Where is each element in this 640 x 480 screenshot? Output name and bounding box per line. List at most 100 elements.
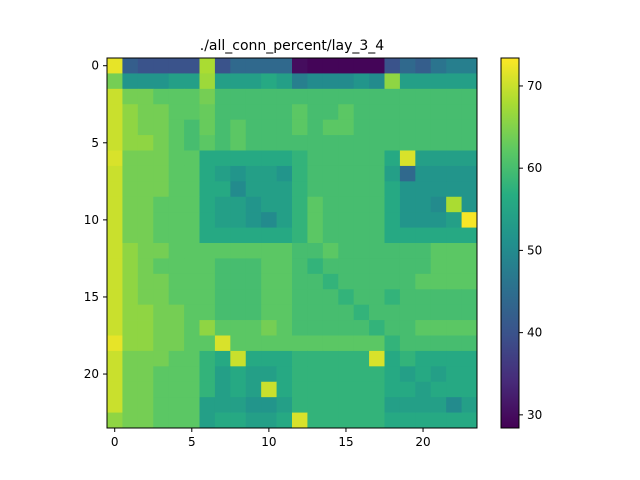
heatmap-cell	[184, 227, 200, 244]
heatmap-cell	[292, 227, 308, 244]
heatmap-cell	[137, 58, 154, 74]
heatmap-cell	[184, 104, 200, 121]
heatmap-cell	[322, 181, 339, 198]
heatmap-cell	[446, 381, 462, 398]
heatmap-cell	[384, 397, 401, 413]
heatmap-cell	[107, 258, 123, 275]
heatmap-cell	[276, 335, 293, 352]
heatmap-cell	[399, 320, 416, 336]
heatmap-cell	[384, 227, 401, 244]
heatmap-cell	[168, 104, 185, 121]
heatmap-cell	[137, 350, 154, 367]
heatmap-cell	[430, 412, 447, 429]
heatmap-cell	[369, 212, 385, 228]
chart-title: ./all_conn_percent/lay_3_4	[200, 38, 385, 54]
heatmap-cell	[153, 381, 170, 398]
heatmap-cell	[322, 104, 339, 121]
heatmap-cell	[338, 366, 355, 383]
heatmap-cell	[184, 165, 200, 182]
heatmap-cell	[122, 273, 139, 290]
heatmap-cell	[214, 243, 231, 259]
heatmap-cell	[338, 227, 355, 244]
heatmap-cell	[461, 73, 478, 90]
heatmap-cell	[261, 397, 277, 413]
heatmap-cell	[369, 335, 385, 352]
heatmap-cell	[276, 165, 293, 182]
heatmap-cell	[199, 165, 216, 182]
heatmap-cell	[415, 212, 432, 228]
heatmap-cell	[322, 73, 339, 90]
heatmap-cell	[353, 397, 370, 413]
heatmap-cell	[214, 119, 231, 136]
heatmap-cell	[276, 304, 293, 321]
heatmap-cell	[137, 73, 154, 90]
y-tick-label: 5	[91, 136, 99, 150]
heatmap-cell	[184, 366, 200, 383]
heatmap-cell	[446, 366, 462, 383]
heatmap-cell	[137, 381, 154, 398]
heatmap-cell	[168, 335, 185, 352]
heatmap-cell	[399, 397, 416, 413]
heatmap-cell	[338, 88, 355, 105]
heatmap-cell	[446, 243, 462, 259]
heatmap-cell	[353, 88, 370, 105]
heatmap-cell	[276, 289, 293, 306]
heatmap-cell	[353, 289, 370, 306]
heatmap-cell	[399, 196, 416, 213]
heatmap-cell	[384, 320, 401, 336]
heatmap-cell	[261, 181, 277, 198]
heatmap-cell	[307, 289, 324, 306]
heatmap-cell	[245, 350, 262, 367]
heatmap-cell	[338, 150, 355, 167]
heatmap-cell	[168, 350, 185, 367]
heatmap-cell	[461, 412, 478, 429]
y-tick-label: 0	[91, 59, 99, 73]
heatmap-cell	[307, 412, 324, 429]
heatmap-cell	[461, 258, 478, 275]
heatmap-cell	[446, 289, 462, 306]
heatmap-cell	[384, 412, 401, 429]
heatmap-cell	[322, 289, 339, 306]
heatmap-cell	[107, 165, 123, 182]
heatmap-cell	[276, 104, 293, 121]
heatmap-cell	[292, 196, 308, 213]
heatmap-cell	[415, 58, 432, 74]
heatmap-cell	[107, 88, 123, 105]
heatmap-cell	[153, 135, 170, 151]
heatmap-cell	[199, 397, 216, 413]
heatmap-cell	[384, 73, 401, 90]
heatmap-cell	[214, 104, 231, 121]
heatmap-cell	[214, 165, 231, 182]
heatmap-cell	[122, 196, 139, 213]
heatmap-cell	[430, 58, 447, 74]
heatmap-cell	[214, 320, 231, 336]
heatmap-cell	[107, 304, 123, 321]
heatmap-cell	[353, 320, 370, 336]
heatmap-cell	[137, 150, 154, 167]
heatmap-cell	[214, 412, 231, 429]
heatmap-cell	[230, 243, 247, 259]
heatmap-cell	[199, 350, 216, 367]
heatmap-cell	[307, 212, 324, 228]
heatmap-cell	[446, 104, 462, 121]
heatmap-cell	[430, 320, 447, 336]
heatmap-cell	[153, 397, 170, 413]
heatmap-cell	[446, 150, 462, 167]
heatmap-cell	[461, 165, 478, 182]
heatmap-cell	[353, 366, 370, 383]
heatmap-cell	[261, 88, 277, 105]
heatmap-cell	[230, 320, 247, 336]
heatmap-cell	[230, 104, 247, 121]
heatmap-cell	[107, 104, 123, 121]
heatmap-cell	[322, 273, 339, 290]
heatmap-cell	[415, 335, 432, 352]
heatmap-cell	[338, 381, 355, 398]
heatmap-cell	[322, 397, 339, 413]
heatmap-cell	[322, 381, 339, 398]
heatmap-cell	[384, 181, 401, 198]
heatmap-cell	[415, 350, 432, 367]
heatmap-cell	[199, 119, 216, 136]
heatmap-cell	[122, 227, 139, 244]
heatmap-cell	[168, 58, 185, 74]
heatmap-cell	[307, 366, 324, 383]
